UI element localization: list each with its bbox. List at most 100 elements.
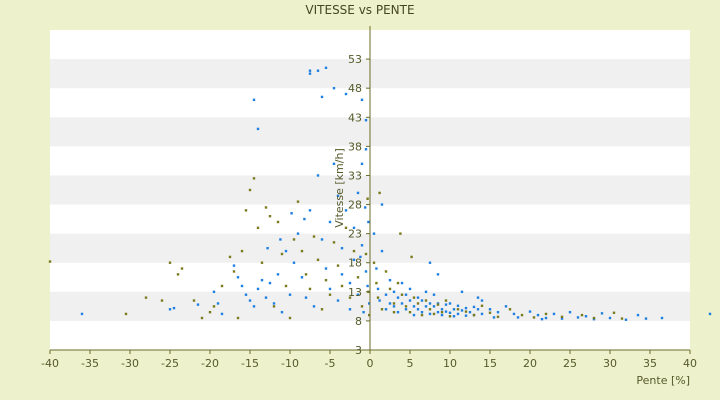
data-point-series-1 [256,287,260,291]
data-point-series-1 [336,194,340,198]
data-point-series-2 [416,302,420,305]
data-point-series-1 [308,72,312,75]
data-point-series-2 [444,299,448,302]
data-point-series-1 [496,310,500,314]
data-point-series-1 [380,203,384,206]
data-point-series-1 [264,296,268,299]
data-point-series-2 [380,308,384,311]
data-point-series-1 [464,306,468,310]
data-point-series-1 [260,278,264,282]
data-point-series-1 [400,281,404,285]
data-point-series-1 [364,118,368,122]
data-point-series-2 [124,312,128,316]
x-tick-label: -30 [121,357,139,370]
data-point-series-1 [568,310,572,314]
data-point-series-1 [416,308,420,311]
y-tick-label: 13 [348,286,362,299]
data-point-series-2 [268,214,272,218]
data-point-series-1 [80,312,84,316]
data-point-series-2 [404,305,408,308]
data-point-series-1 [168,308,172,311]
data-point-series-2 [272,305,276,308]
data-point-series-2 [328,293,332,296]
data-point-series-1 [428,312,432,316]
data-point-series-1 [436,310,440,314]
data-point-series-1 [244,293,248,296]
data-point-series-2 [496,315,500,319]
data-point-series-1 [456,312,460,316]
data-point-series-1 [352,258,356,262]
data-point-series-1 [268,281,272,285]
axes: -40 -35 -30 -25 -20 -15 -10 -5 0 5 10 15 20 25 30 35 40 3… [41,26,697,370]
data-point-series-2 [244,209,248,212]
data-point-series-2 [144,296,148,299]
data-point-series-1 [320,238,324,241]
data-point-series-1 [364,206,367,209]
data-point-series-2 [344,226,348,230]
data-point-series-1 [448,302,452,305]
data-point-series-2 [332,241,336,244]
data-point-series-1 [252,305,256,308]
data-point-series-2 [532,316,536,319]
data-point-series-2 [366,197,369,200]
data-point-series-2 [192,299,196,302]
data-point-series-1 [444,310,448,313]
data-point-series-2 [308,287,312,291]
y-axis-title: Vitesse [km/h] [333,148,346,228]
data-point-series-2 [280,252,284,256]
x-tick-label: 15 [483,357,497,370]
data-point-series-1 [400,302,404,305]
data-point-series-1 [362,310,365,314]
data-point-series-1 [340,273,344,276]
data-point-series-1 [367,220,370,224]
data-point-series-1 [284,249,288,253]
data-point-series-1 [540,317,544,321]
data-point-series-1 [476,308,480,311]
data-point-series-1 [248,299,252,302]
data-point-series-1 [360,162,364,166]
data-point-series-1 [266,246,269,250]
data-point-series-2 [212,305,216,308]
data-point-series-1 [308,209,312,212]
x-axis-title: Pente [%] [636,374,690,387]
data-point-series-2 [432,312,436,316]
data-point-series-1 [308,69,312,72]
data-point-series-2 [312,235,316,238]
data-point-series-2 [388,287,392,291]
data-point-series-1 [360,98,364,102]
data-point-series-2 [248,188,252,192]
data-point-series-1 [312,305,316,308]
data-point-series-1 [492,316,496,319]
data-point-series-2 [520,313,524,317]
data-point-series-2 [508,308,512,311]
y-tick-label: 53 [348,53,362,66]
data-point-series-1 [303,217,306,221]
data-point-series-1 [328,287,332,291]
data-point-series-2 [176,273,180,276]
data-point-series-2 [400,293,404,296]
data-point-series-1 [608,316,612,320]
data-point-series-1 [375,267,378,270]
x-tick-label: 35 [643,357,657,370]
data-point-series-1 [356,191,360,195]
data-point-series-1 [660,316,664,320]
x-tick-label: 40 [683,357,697,370]
data-point-series-1 [412,313,416,317]
data-point-series-1 [544,316,548,320]
data-point-series-1 [316,174,320,177]
x-tick-label: 0 [367,357,374,370]
data-point-series-1 [276,273,280,276]
data-point-series-1 [456,304,460,307]
data-point-series-2 [276,220,280,224]
data-point-series-1 [240,284,244,288]
y-tick-label: 3 [355,344,362,357]
data-point-series-1 [368,302,371,305]
data-point-series-2 [399,232,402,235]
data-point-series-2 [368,313,371,317]
x-tick-label: -25 [161,357,179,370]
data-point-series-1 [392,290,396,294]
data-point-series-2 [252,177,256,180]
data-point-series-1 [576,316,580,319]
data-point-series-1 [212,290,216,294]
data-point-series-2 [488,311,492,314]
